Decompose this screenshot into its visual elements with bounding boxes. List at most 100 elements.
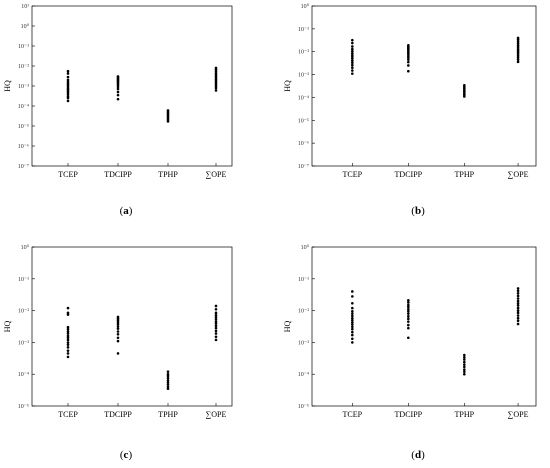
panel-c: 10⁻⁵10⁻⁴10⁻³10⁻²10⁻¹10⁰HQTCEP TDCIPP TPHP ∑…	[3, 244, 232, 461]
y-tick-label: 10⁻⁷	[298, 164, 309, 170]
panel-label: (b)	[411, 205, 425, 217]
data-point	[407, 64, 410, 67]
data-point	[117, 352, 120, 355]
data-point	[351, 341, 354, 344]
data-point	[351, 39, 354, 42]
y-tick-label: 10⁻⁶	[18, 144, 29, 150]
data-point	[517, 295, 520, 298]
data-point	[67, 326, 70, 329]
series-0	[351, 39, 354, 75]
data-point	[117, 327, 120, 330]
series-3	[517, 37, 520, 64]
y-tick-label: 10⁻¹	[18, 277, 29, 283]
series-1	[117, 75, 120, 100]
data-point	[215, 308, 218, 311]
series-0	[67, 307, 70, 358]
data-point	[351, 45, 354, 48]
plot-frame	[312, 247, 536, 406]
data-point	[351, 60, 354, 63]
data-point	[67, 343, 70, 346]
data-point	[67, 356, 70, 359]
data-point	[67, 330, 70, 333]
x-category-label: ∑OPE	[206, 170, 227, 179]
x-category-label: TCEP	[58, 170, 78, 179]
data-point	[407, 327, 410, 330]
data-point	[407, 318, 410, 321]
data-point	[517, 297, 520, 300]
y-tick-label: 10⁰	[301, 244, 310, 251]
data-point	[463, 356, 466, 359]
data-point	[117, 91, 120, 94]
data-point	[351, 312, 354, 315]
data-point	[167, 386, 170, 389]
y-tick-label: 10⁻¹	[298, 27, 309, 33]
data-point	[517, 302, 520, 305]
data-point	[67, 307, 70, 310]
y-axis-title: HQ	[3, 80, 12, 92]
data-point	[407, 299, 410, 302]
x-category-label: TPHP	[455, 410, 475, 419]
y-tick-label: 10⁻⁵	[298, 118, 309, 124]
data-point	[117, 94, 120, 97]
data-point	[351, 310, 354, 313]
x-category-label: TDCIPP	[104, 170, 132, 179]
series-1	[407, 299, 410, 339]
data-point	[351, 42, 354, 45]
series-3	[215, 305, 218, 342]
data-point	[67, 341, 70, 344]
data-point	[215, 330, 218, 333]
x-category-label: TPHP	[158, 410, 178, 419]
data-point	[117, 336, 120, 339]
data-point	[351, 328, 354, 331]
data-point	[215, 336, 218, 339]
y-tick-label: 10⁻²	[18, 64, 29, 70]
data-point	[407, 312, 410, 315]
data-point	[215, 312, 218, 315]
data-point	[67, 79, 70, 82]
data-point	[517, 312, 520, 315]
panel-label: (d)	[411, 449, 425, 461]
data-point	[463, 368, 466, 371]
data-point	[117, 316, 120, 319]
data-point	[351, 64, 354, 67]
data-point	[67, 352, 70, 355]
data-point	[215, 305, 218, 308]
x-category-label: TCEP	[58, 410, 78, 419]
y-tick-label: 10⁻³	[18, 340, 29, 346]
data-point	[407, 70, 410, 73]
data-point	[67, 335, 70, 338]
data-point	[407, 44, 410, 47]
y-tick-label: 10⁻³	[298, 340, 309, 346]
data-point	[517, 309, 520, 312]
data-point	[517, 61, 520, 64]
data-point	[117, 75, 120, 78]
y-tick-label: 10⁻⁵	[298, 404, 309, 410]
x-category-label: TCEP	[343, 170, 363, 179]
data-point	[351, 325, 354, 328]
x-category-label: TDCIPP	[395, 170, 423, 179]
data-point	[351, 331, 354, 334]
y-tick-label: 10⁻⁷	[18, 164, 29, 170]
data-point	[351, 69, 354, 72]
panel-d: 10⁻⁵10⁻⁴10⁻³10⁻²10⁻¹10⁰HQTCEP TDCIPP TPHP ∑…	[283, 244, 536, 461]
y-tick-label: 10⁰	[301, 3, 310, 10]
data-point	[117, 340, 120, 343]
data-point	[215, 67, 218, 70]
y-tick-label: 10¹	[21, 4, 29, 10]
data-point	[215, 89, 218, 92]
data-point	[351, 290, 354, 293]
data-point	[517, 314, 520, 317]
data-point	[517, 289, 520, 292]
panel-a: 10⁻⁷10⁻⁶10⁻⁵10⁻⁴10⁻³10⁻²10⁻¹10⁰10¹HQTCEP…	[3, 4, 232, 217]
data-point	[67, 312, 70, 315]
plot-frame	[32, 247, 232, 406]
data-point	[517, 323, 520, 326]
y-tick-label: 10⁻³	[18, 84, 29, 90]
data-point	[351, 334, 354, 337]
plot-frame	[312, 6, 536, 166]
x-category-label: TPHP	[158, 170, 178, 179]
data-point	[117, 333, 120, 336]
data-point	[463, 84, 466, 87]
data-point	[463, 354, 466, 357]
x-category-label: TPHP	[455, 170, 475, 179]
